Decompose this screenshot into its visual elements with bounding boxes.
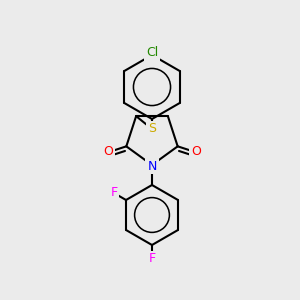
Text: O: O [191,146,201,158]
Text: O: O [103,146,113,158]
Text: N: N [147,160,157,172]
Text: S: S [148,122,156,136]
Text: F: F [110,187,118,200]
Text: F: F [148,253,156,266]
Text: Cl: Cl [146,46,158,59]
